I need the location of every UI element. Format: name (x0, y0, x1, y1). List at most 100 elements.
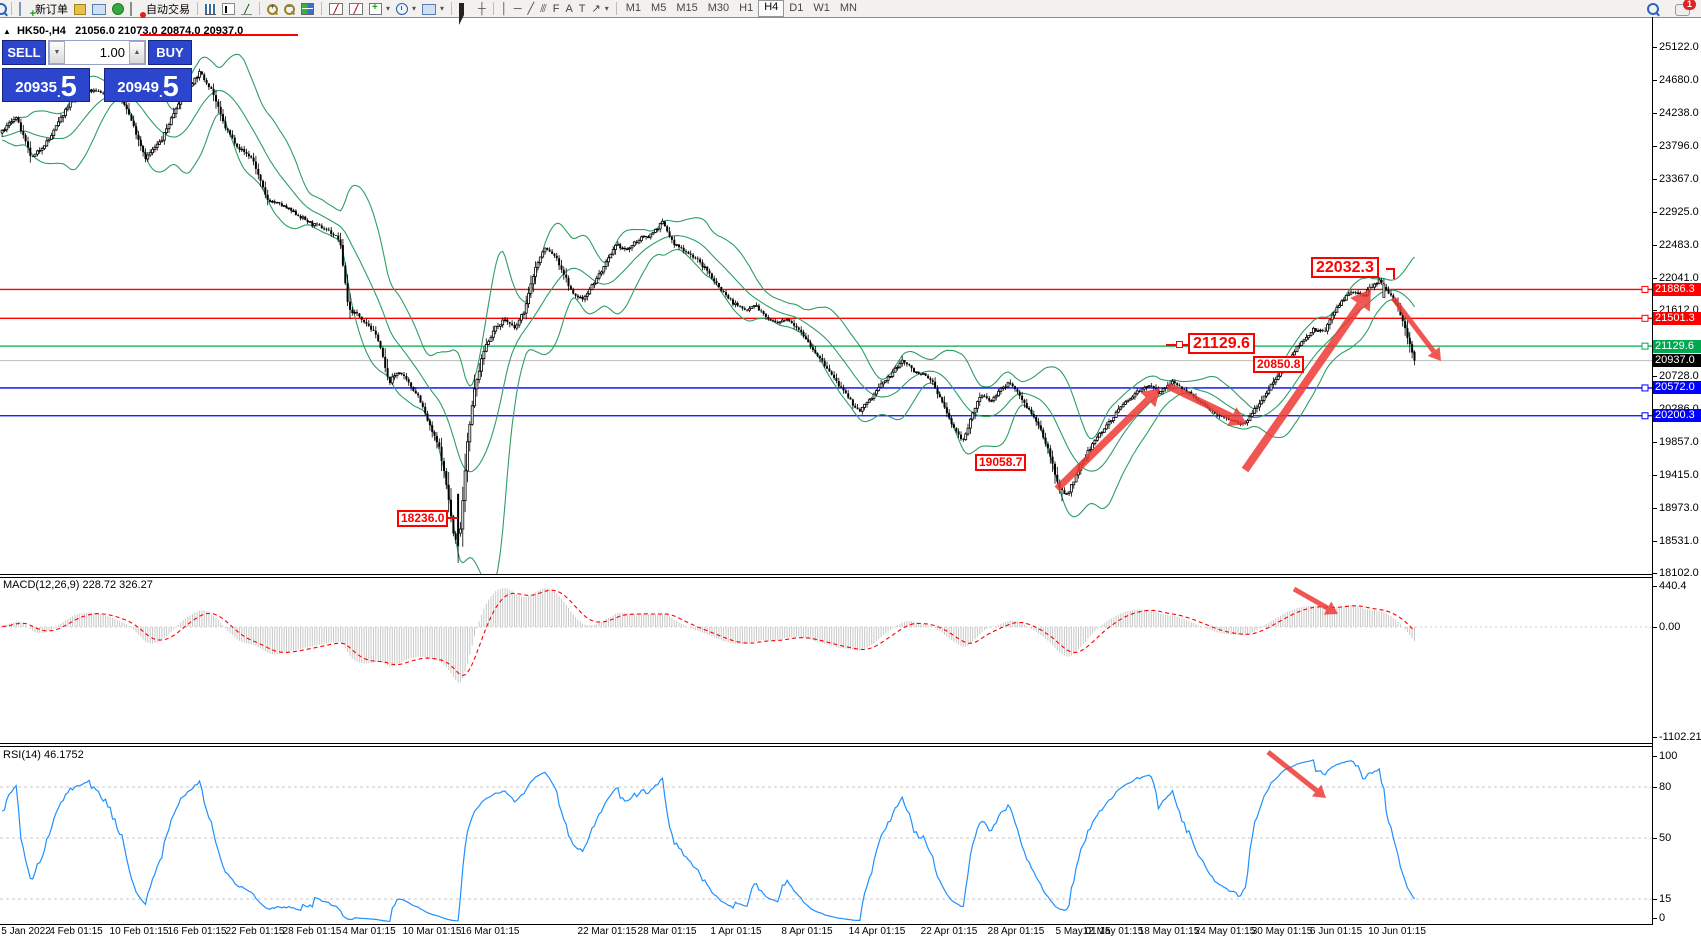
channel-button[interactable]: ⫻ (537, 1, 550, 17)
buy-price-main: 20949 (117, 79, 159, 96)
tile-windows-icon (301, 3, 314, 15)
rsi-axis-label: 100 (1652, 750, 1678, 762)
price-badge: 20572.0 (1653, 381, 1701, 395)
time-label: 28 Mar 01:15 (637, 926, 697, 937)
bar-chart-button[interactable] (202, 1, 219, 17)
market-watch-button[interactable] (71, 1, 89, 17)
toolbar-separator (259, 2, 260, 15)
main-toolbar: 新订单 自动交易 ▾ ▾ ▾ ┼ │ ─ ╱ ⫻ F A T ↗▾ (0, 0, 1701, 25)
macd-axis-label: -1102.21 (1653, 731, 1701, 743)
chevron-down-icon: ▾ (412, 4, 417, 13)
candlestick-button[interactable] (219, 1, 238, 17)
time-label: 14 Apr 01:15 (848, 926, 906, 937)
timeframe-h4[interactable]: H4 (758, 0, 785, 17)
template-button[interactable]: ▾ (419, 1, 447, 17)
cursor-button[interactable] (456, 1, 475, 25)
timeframe-m15[interactable]: M15 (676, 2, 698, 14)
price-tick: 19415.0 (1653, 468, 1699, 481)
text-tool-button[interactable]: A (562, 1, 575, 17)
sell-price-pip: 5 (60, 71, 77, 103)
price-badge: 20200.3 (1653, 409, 1701, 423)
timeframe-m30[interactable]: M30 (707, 2, 730, 14)
volume-value[interactable]: 1.00 (99, 45, 125, 60)
time-label: 6 Jun 01:15 (1309, 926, 1363, 937)
macd-label: MACD(12,26,9) 228.72 326.27 (3, 579, 153, 591)
annotation-line (1393, 268, 1395, 279)
price-tick: 23796.0 (1653, 140, 1699, 153)
timeframe-m5[interactable]: M5 (651, 2, 667, 14)
sell-button[interactable]: SELL (2, 40, 46, 65)
volume-increase-button[interactable]: ▲ (129, 41, 145, 64)
price-tick: 22041.0 (1653, 271, 1699, 284)
toolbar-separator (11, 2, 12, 15)
timeframe-m1[interactable]: M1 (625, 2, 642, 14)
add-indicator-button[interactable]: ▾ (366, 1, 393, 17)
timeframe-w1[interactable]: W1 (813, 2, 830, 14)
horizontal-line-button[interactable]: ─ (511, 1, 525, 17)
zoom-out-button[interactable] (281, 1, 298, 17)
sell-price[interactable]: 20935. 5 (2, 68, 90, 102)
symbol-marker-icon: ▲ (3, 27, 11, 36)
trendline-button[interactable]: ╱ (525, 1, 538, 17)
crosshair-button[interactable]: ┼ (475, 1, 489, 17)
price-tick: 19857.0 (1653, 435, 1699, 448)
timeframe-d1[interactable]: D1 (789, 2, 804, 14)
toolbar-separator (492, 2, 494, 15)
time-label: 16 Mar 01:15 (460, 926, 520, 937)
price-badge: 21886.3 (1653, 282, 1701, 296)
timeframe-h1[interactable]: H1 (739, 2, 754, 14)
line-chart-button[interactable] (238, 1, 255, 17)
annotation-label: 19058.7 (975, 454, 1027, 471)
main-chart-canvas[interactable] (0, 17, 1652, 575)
search-icon (1647, 2, 1659, 15)
time-label: 10 Feb 01:15 (109, 926, 169, 937)
text-label-button[interactable]: T (576, 1, 589, 17)
vertical-line-button[interactable]: │ (498, 1, 511, 17)
chevron-down-icon: ▾ (604, 4, 609, 13)
notifications-button[interactable]: 1 (1672, 0, 1696, 17)
annotation-label: 22032.3 (1311, 257, 1379, 278)
price-tick: 22925.0 (1653, 205, 1699, 218)
channel-icon: ⫻ (540, 2, 547, 15)
signal-icon (112, 3, 124, 15)
terminal-button[interactable] (89, 1, 109, 17)
rsi-label: RSI(14) 46.1752 (3, 749, 84, 761)
price-axis-line (1652, 17, 1653, 925)
price-tick: 18102.0 (1653, 567, 1699, 579)
macd-panel-canvas[interactable] (0, 578, 1652, 744)
time-label: 30 May 01:15 (1251, 926, 1313, 937)
toolbar-separator (451, 2, 453, 15)
buy-button[interactable]: BUY (148, 40, 192, 65)
price-tick: 24680.0 (1653, 74, 1699, 87)
signals-button[interactable] (109, 1, 127, 17)
time-label: 10 Jun 01:15 (1368, 926, 1426, 937)
period-button[interactable]: ▾ (393, 1, 419, 17)
buy-price[interactable]: 20949. 5 (104, 68, 192, 102)
arrows-tool-button[interactable]: ↗ ▾ (589, 1, 612, 17)
tile-windows-button[interactable] (298, 1, 317, 17)
volume-decrease-button[interactable]: ▼ (49, 41, 65, 64)
horizontal-line-icon: ─ (513, 2, 522, 15)
annotation-line (446, 517, 458, 519)
new-order-button[interactable]: 新订单 (16, 1, 71, 17)
zoom-in-button[interactable] (264, 1, 281, 17)
search-button[interactable] (1644, 1, 1662, 17)
indicator-window-button[interactable] (326, 1, 346, 17)
rsi-panel-canvas[interactable] (0, 747, 1652, 925)
arrow-tool-icon: ↗ (591, 2, 601, 15)
fibonacci-button[interactable]: F (550, 1, 563, 17)
auto-trading-button[interactable]: 自动交易 (127, 1, 193, 17)
rsi-axis-label: 15 (1652, 893, 1672, 905)
time-axis-line (0, 924, 1652, 925)
indicator-window-2-button[interactable] (346, 1, 366, 17)
timeframe-mn[interactable]: MN (839, 2, 857, 14)
panel-separator[interactable] (0, 743, 1652, 747)
rsi-axis-label: 50 (1652, 832, 1672, 844)
volume-stepper[interactable]: ▼ 1.00 ▲ (48, 40, 146, 65)
toolbar-separator (197, 2, 198, 15)
new-order-label: 新订单 (35, 3, 68, 16)
add-indicator-icon (369, 2, 382, 15)
time-label: 24 May 01:15 (1194, 926, 1256, 937)
panel-separator[interactable] (0, 574, 1652, 578)
